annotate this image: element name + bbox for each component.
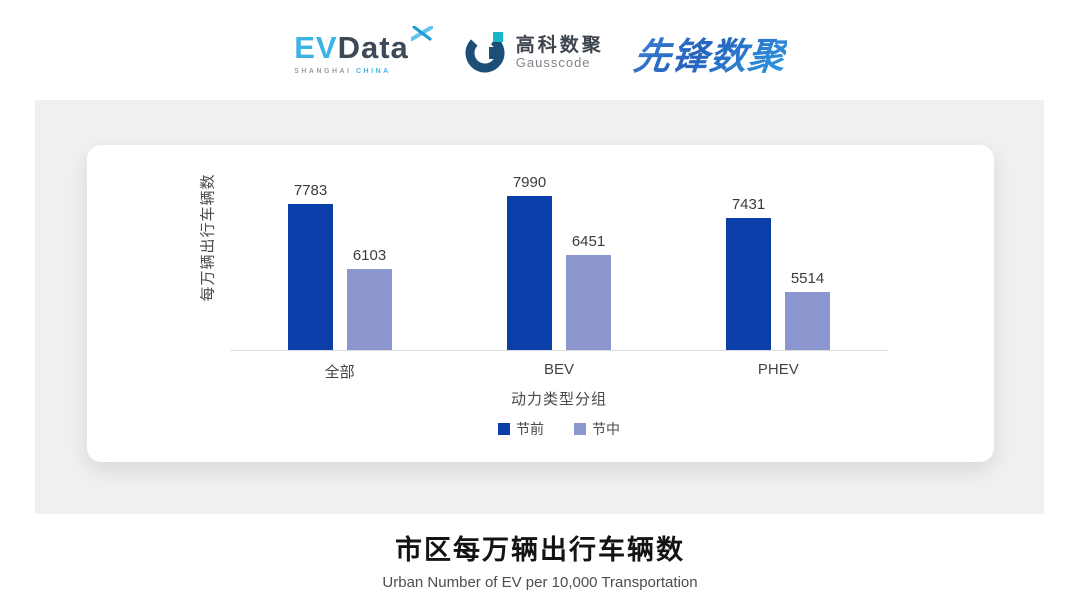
- chart-card: 每万辆出行车辆数 7783 6103 7990 6451 7431 5514 动力类型分组…: [87, 145, 994, 462]
- x-axis-label: 动力类型分组: [510, 391, 607, 408]
- bar-value-label: 7990: [512, 174, 547, 191]
- gausscode-logo: 高科数聚 Gausscode: [463, 29, 604, 78]
- caption-block: 市区每万辆出行车辆数 Urban Number of EV per 10,000…: [0, 528, 1080, 591]
- evdata-subtext: SHANGHAI CHINA: [294, 68, 433, 75]
- bar-节前-PHEV: [726, 218, 771, 350]
- gausscode-en-text: Gausscode: [515, 55, 591, 71]
- evdata-ev-text: EV: [294, 29, 338, 65]
- caption-title: 市区每万辆出行车辆数: [395, 535, 685, 565]
- evdata-star-icon: [409, 24, 434, 48]
- evdata-sub-china: CHINA: [356, 67, 391, 75]
- y-axis-label: 每万辆出行车辆数: [199, 173, 217, 302]
- chart-legend: 节前 节中: [230, 419, 888, 439]
- category-label-全部: 全部: [324, 364, 355, 381]
- gausscode-cn-text: 高科数聚: [515, 34, 604, 56]
- legend-swatch: [498, 423, 510, 435]
- evdata-data-text: Data: [337, 29, 409, 65]
- legend-item-节前: 节前: [498, 419, 544, 439]
- bar-value-label: 7783: [293, 182, 328, 199]
- bar-节前-全部: [288, 204, 333, 350]
- evdata-logo: EV Data SHANGHAI CHINA: [294, 24, 434, 75]
- evdata-sub-shanghai: SHANGHAI: [294, 67, 352, 75]
- bar-节中-PHEV: [785, 292, 830, 350]
- bar-节前-BEV: [507, 196, 552, 350]
- caption-subtitle: Urban Number of EV per 10,000 Transporta…: [382, 574, 698, 591]
- legend-label: 节中: [592, 421, 620, 437]
- legend-swatch: [574, 423, 586, 435]
- gausscode-mark-icon: [463, 29, 507, 78]
- logo-header: EV Data SHANGHAI CHINA: [0, 18, 1080, 88]
- bar-value-label: 6103: [352, 247, 387, 264]
- bar-value-label: 5514: [790, 270, 825, 287]
- category-label-PHEV: PHEV: [757, 361, 799, 378]
- evdata-wordmark: EV Data: [294, 24, 434, 65]
- bar-节中-全部: [347, 269, 392, 350]
- legend-item-节中: 节中: [574, 419, 620, 439]
- pioneer-logo: 先锋数聚: [631, 26, 789, 80]
- bar-chart: 每万辆出行车辆数 7783 6103 7990 6451 7431 5514 动力类型分组…: [87, 145, 994, 462]
- bar-节中-BEV: [566, 255, 611, 350]
- legend-label: 节前: [516, 421, 544, 437]
- bar-value-label: 6451: [571, 233, 606, 250]
- category-label-BEV: BEV: [543, 361, 574, 378]
- plot-area: 7783 6103 7990 6451 7431 5514: [230, 145, 888, 351]
- bar-value-label: 7431: [731, 196, 766, 213]
